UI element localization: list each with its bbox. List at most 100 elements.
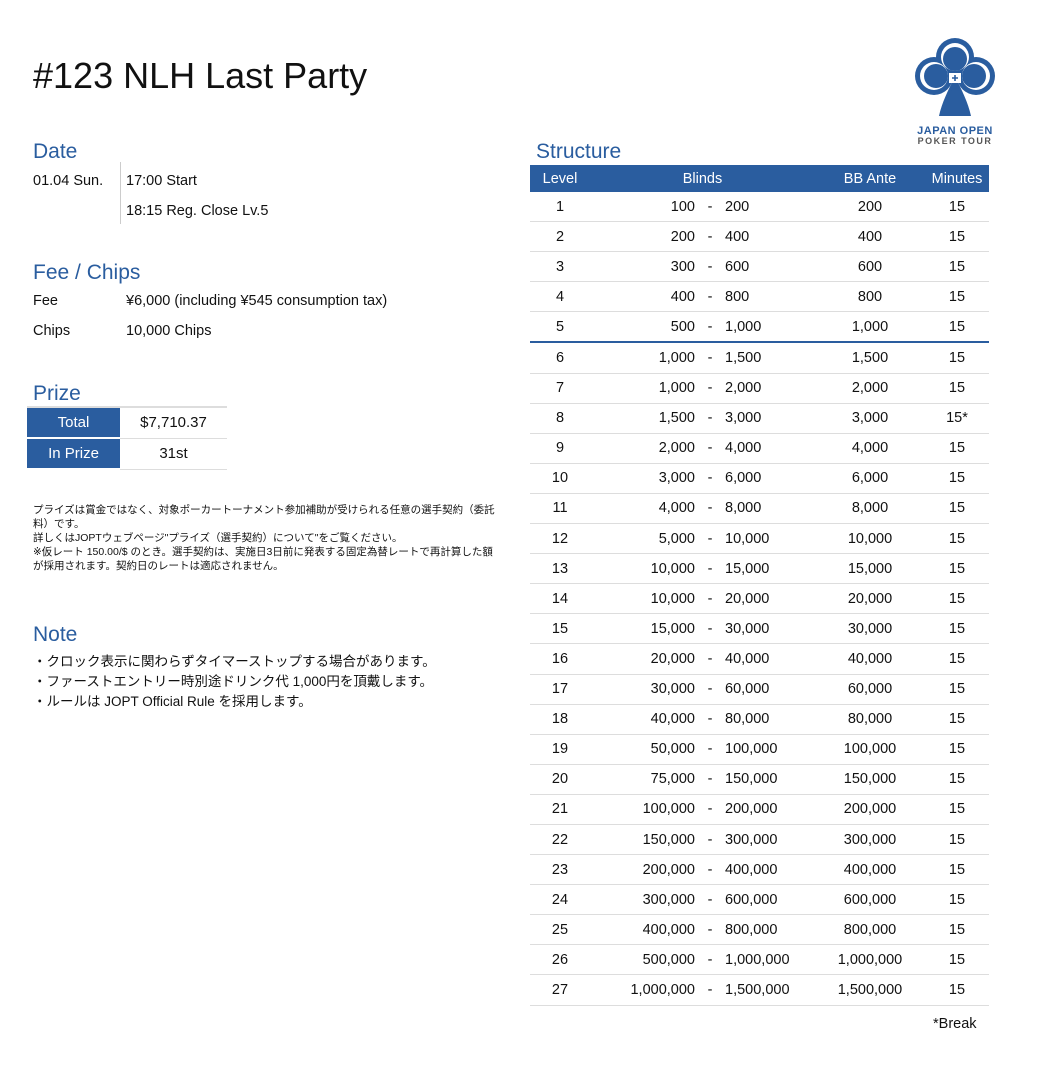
level-row: 20 75,000-150,000 150,000 15: [530, 764, 989, 795]
big-blind: 400,000: [725, 854, 815, 886]
big-blind: 80,000: [725, 704, 815, 735]
level-row: 23 200,000-400,000 400,000 15: [530, 854, 989, 886]
dash: -: [695, 403, 725, 434]
bb-ante: 300,000: [815, 824, 925, 856]
prize-heading: Prize: [33, 382, 81, 405]
level-row: 16 20,000-40,000 40,000 15: [530, 643, 989, 675]
small-blind: 30,000: [590, 674, 695, 705]
dash: -: [695, 342, 725, 374]
minutes: 15*: [925, 403, 989, 434]
bb-ante: 1,000,000: [815, 944, 925, 976]
date-day: 01.04 Sun.: [33, 173, 104, 189]
dash: -: [695, 433, 725, 464]
total-value: $7,710.37: [120, 406, 227, 439]
small-blind: 5,000: [590, 523, 695, 555]
dash: -: [695, 311, 725, 344]
dash: -: [695, 192, 725, 223]
level: 27: [530, 974, 590, 1006]
note-heading: Note: [33, 623, 78, 646]
level: 26: [530, 944, 590, 976]
minutes: 15: [925, 342, 989, 374]
dash: -: [695, 613, 725, 645]
bb-ante: 100,000: [815, 734, 925, 765]
minutes: 15: [925, 281, 989, 313]
structure-heading: Structure: [536, 140, 622, 163]
small-blind: 50,000: [590, 734, 695, 765]
level-row: 7 1,000-2,000 2,000 15: [530, 373, 989, 404]
bb-ante: 200: [815, 192, 925, 223]
small-blind: 400: [590, 281, 695, 313]
small-blind: 200,000: [590, 854, 695, 886]
level-row: 13 10,000-15,000 15,000 15: [530, 553, 989, 585]
small-blind: 4,000: [590, 493, 695, 525]
bb-ante: 30,000: [815, 613, 925, 645]
big-blind: 1,500,000: [725, 974, 815, 1006]
level: 2: [530, 221, 590, 253]
level: 3: [530, 251, 590, 283]
big-blind: 10,000: [725, 523, 815, 555]
level-row: 2 200-400 400 15: [530, 221, 989, 253]
bb-ante: 1,500,000: [815, 974, 925, 1006]
small-blind: 1,000,000: [590, 974, 695, 1006]
small-blind: 1,000: [590, 373, 695, 404]
prize-disclaimer: プライズは賞金ではなく、対象ポーカートーナメント参加補助が受けられる任意の選手契…: [33, 503, 503, 573]
minutes: 15: [925, 463, 989, 494]
chips-label: Chips: [33, 323, 71, 339]
bb-ante: 1,500: [815, 342, 925, 374]
minutes: 15: [925, 704, 989, 735]
big-blind: 8,000: [725, 493, 815, 525]
small-blind: 200: [590, 221, 695, 253]
bb-ante: 800,000: [815, 914, 925, 946]
big-blind: 6,000: [725, 463, 815, 494]
jopt-logo: JAPAN OPEN POKER TOUR: [914, 36, 996, 146]
col-blinds: Blinds: [590, 165, 815, 192]
dash: -: [695, 373, 725, 404]
disclaimer-line: ※仮レート 150.00/$ のとき。選手契約は、実施日3日前に発表する固定為替…: [33, 546, 493, 572]
small-blind: 3,000: [590, 463, 695, 494]
small-blind: 15,000: [590, 613, 695, 645]
big-blind: 800,000: [725, 914, 815, 946]
bb-ante: 2,000: [815, 373, 925, 404]
bb-ante: 400,000: [815, 854, 925, 886]
dash: -: [695, 643, 725, 675]
minutes: 15: [925, 192, 989, 223]
dash: -: [695, 854, 725, 886]
bb-ante: 80,000: [815, 704, 925, 735]
level-row: 11 4,000-8,000 8,000 15: [530, 493, 989, 525]
dash: -: [695, 523, 725, 555]
small-blind: 300,000: [590, 884, 695, 916]
dash: -: [695, 734, 725, 765]
small-blind: 400,000: [590, 914, 695, 946]
chips-value: 10,000 Chips: [126, 323, 212, 339]
big-blind: 15,000: [725, 553, 815, 585]
minutes: 15: [925, 974, 989, 1006]
level: 11: [530, 493, 590, 525]
level: 15: [530, 613, 590, 645]
small-blind: 500: [590, 311, 695, 344]
fee-heading: Fee / Chips: [33, 261, 141, 284]
dash: -: [695, 281, 725, 313]
club-icon: [915, 38, 995, 116]
bb-ante: 1,000: [815, 311, 925, 344]
bb-ante: 200,000: [815, 794, 925, 825]
dash: -: [695, 463, 725, 494]
minutes: 15: [925, 553, 989, 585]
level: 23: [530, 854, 590, 886]
level: 13: [530, 553, 590, 585]
notes-list: ・クロック表示に関わらずタイマーストップする場合があります。 ・ファーストエント…: [33, 652, 436, 712]
big-blind: 200,000: [725, 794, 815, 825]
bb-ante: 150,000: [815, 764, 925, 795]
level: 19: [530, 734, 590, 765]
big-blind: 100,000: [725, 734, 815, 765]
level-row: 12 5,000-10,000 10,000 15: [530, 523, 989, 555]
col-ante: BB Ante: [815, 165, 925, 192]
small-blind: 40,000: [590, 704, 695, 735]
note-item: ・ルールは JOPT Official Rule を採用します。: [33, 694, 312, 709]
level: 21: [530, 794, 590, 825]
page-title: #123 NLH Last Party: [33, 55, 368, 96]
big-blind: 20,000: [725, 583, 815, 615]
level-row: 8 1,500-3,000 3,000 15*: [530, 403, 989, 434]
start-time: 17:00 Start: [126, 173, 197, 189]
big-blind: 400: [725, 221, 815, 253]
bb-ante: 4,000: [815, 433, 925, 464]
